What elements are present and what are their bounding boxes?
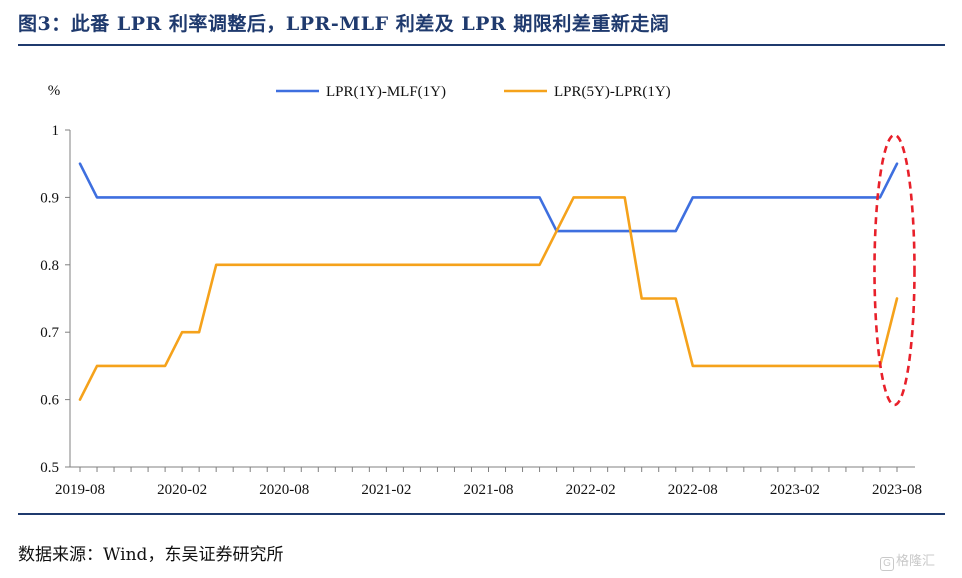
x-tick-label: 2023-02: [770, 482, 820, 498]
watermark-logo-icon: G: [880, 557, 894, 571]
series-line-1: [78, 162, 899, 233]
x-tick-label: 2022-02: [566, 482, 616, 498]
x-tick-label: 2021-02: [361, 482, 411, 498]
y-tick-label: 0.9: [40, 190, 59, 206]
title-divider: [18, 44, 945, 46]
y-tick-label: 0.6: [40, 393, 59, 409]
chart-legend: LPR(1Y)-MLF(1Y) LPR(5Y)-LPR(1Y): [276, 84, 671, 100]
figure-title: 图3：此番 LPR 利率调整后，LPR-MLF 利差及 LPR 期限利差重新走阔: [18, 13, 670, 35]
x-tick-label: 2020-08: [259, 482, 309, 498]
x-tick-label: 2020-02: [157, 482, 207, 498]
y-tick-label: 1: [52, 123, 60, 139]
plot-area: [78, 162, 899, 401]
x-tick-label: 2019-08: [55, 482, 105, 498]
highlight-annotation: [873, 133, 916, 407]
dashed-ellipse-highlight: [873, 133, 916, 407]
watermark: G 格隆汇: [880, 550, 935, 571]
x-tick-label: 2021-08: [464, 482, 514, 498]
watermark-text: 格隆汇: [896, 553, 936, 568]
y-tick-label: 0.5: [40, 460, 59, 476]
source-divider: [18, 513, 945, 515]
legend-label-2: LPR(5Y)-LPR(1Y): [554, 84, 671, 100]
y-tick-label: 0.7: [40, 325, 59, 341]
chart-axes: 0.5 0.6 0.7 0.8 0.9 1 2019-08 2020-02 2020-08 202…: [40, 123, 922, 498]
y-tick-label: 0.8: [40, 258, 59, 274]
y-axis-label: %: [48, 83, 61, 99]
source-note: 数据来源：Wind，东吴证券研究所: [18, 545, 284, 565]
x-tick-label: 2022-08: [668, 482, 718, 498]
x-tick-label: 2023-08: [872, 482, 922, 498]
legend-label-1: LPR(1Y)-MLF(1Y): [326, 84, 446, 100]
series-line-2: [78, 196, 899, 401]
